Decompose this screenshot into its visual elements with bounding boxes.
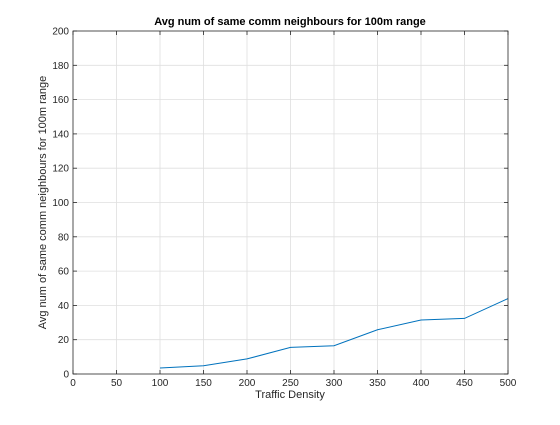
x-tick-label: 50 <box>111 378 123 389</box>
x-tick-label: 500 <box>500 378 517 389</box>
x-tick-label: 400 <box>413 378 430 389</box>
y-tick-label: 180 <box>52 61 69 72</box>
x-tick-labels: 0 50 100 150 200 250 300 350 400 450 500 <box>70 378 517 389</box>
y-tick-label: 80 <box>58 232 70 243</box>
y-tick-label: 200 <box>52 27 69 38</box>
x-axis-label: Traffic Density <box>255 389 325 401</box>
x-tick-label: 150 <box>195 378 212 389</box>
x-tick-label: 200 <box>239 378 256 389</box>
x-tick-label: 250 <box>282 378 299 389</box>
y-tick-label: 160 <box>52 95 69 106</box>
x-tick-label: 100 <box>152 378 169 389</box>
y-tick-label: 120 <box>52 164 69 175</box>
y-tick-label: 60 <box>58 267 70 278</box>
y-tick-label: 0 <box>63 370 69 381</box>
chart-title: Avg num of same comm neighbours for 100m… <box>154 16 426 28</box>
y-tick-label: 20 <box>58 335 70 346</box>
y-tick-label: 140 <box>52 129 69 140</box>
y-tick-labels: 0 20 40 60 80 100 120 140 160 180 200 <box>52 27 69 381</box>
x-tick-label: 0 <box>70 378 76 389</box>
y-tick-label: 100 <box>52 198 69 209</box>
x-tick-label: 300 <box>326 378 343 389</box>
x-tick-label: 450 <box>456 378 473 389</box>
x-tick-label: 350 <box>369 378 386 389</box>
y-axis-label: Avg num of same comm neighbours for 100m… <box>37 76 49 330</box>
y-tick-label: 40 <box>58 301 70 312</box>
